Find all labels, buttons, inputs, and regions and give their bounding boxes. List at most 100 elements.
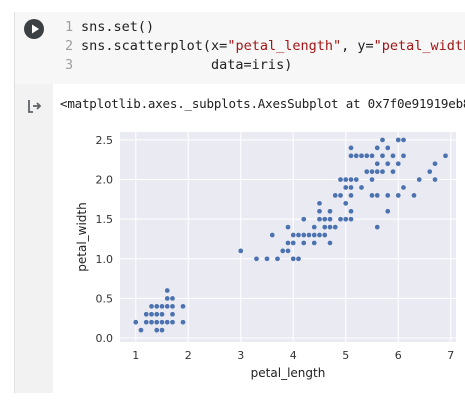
scatter-point <box>316 216 323 222</box>
scatter-point <box>374 224 381 230</box>
scatter-point <box>379 137 386 143</box>
code-string: "petal_width" <box>373 38 465 54</box>
scatter-point <box>353 176 360 183</box>
scatter-point <box>327 208 333 215</box>
scatter-point <box>379 152 386 159</box>
x-tick-label: 3 <box>237 349 244 362</box>
code-line[interactable]: 1 sns.set() <box>65 18 465 37</box>
notebook-cell: 1 sns.set() 2 sns.scatterplot(x="petal_leng… <box>14 12 465 393</box>
scatter-point <box>321 232 328 238</box>
scatter-point <box>348 152 354 159</box>
scatter-point <box>316 208 323 215</box>
scatter-point <box>342 184 349 191</box>
scatter-point <box>337 216 344 222</box>
scatter-point <box>316 200 323 207</box>
scatter-point <box>374 160 381 167</box>
x-tick-label: 5 <box>342 349 349 362</box>
scatter-point <box>348 184 354 191</box>
axes-background <box>120 132 456 342</box>
scatter-point <box>237 248 244 254</box>
run-cell-button[interactable] <box>24 19 44 39</box>
code-line[interactable]: 3 data=iris) <box>65 56 465 75</box>
scatter-point <box>132 319 139 325</box>
output-arrow-icon[interactable] <box>26 97 44 115</box>
scatter-point <box>169 311 176 318</box>
scatter-point <box>164 303 171 310</box>
scatter-point <box>327 224 333 230</box>
x-tick-label: 4 <box>290 349 297 362</box>
scatter-point <box>164 287 171 294</box>
code-token: sns.scatterplot(x= <box>81 38 228 54</box>
scatter-point <box>143 311 150 318</box>
scatter-point <box>342 216 349 222</box>
scatter-point <box>159 319 165 325</box>
line-number: 3 <box>65 57 74 73</box>
scatter-point <box>279 248 286 254</box>
scatter-point <box>363 168 370 175</box>
scatter-point <box>153 327 160 333</box>
cell-output: <matplotlib.axes._subplots.AxesSubplot a… <box>15 92 465 393</box>
scatter-point <box>264 255 270 262</box>
scatter-point <box>374 192 381 199</box>
scatter-point <box>327 240 333 246</box>
scatter-point <box>348 192 354 199</box>
y-tick-label: 2.5 <box>96 134 114 147</box>
scatter-point <box>379 168 386 175</box>
scatter-point <box>321 216 328 222</box>
output-text: <matplotlib.axes._subplots.AxesSubplot a… <box>60 96 465 111</box>
x-tick-label: 6 <box>395 349 402 362</box>
code-editor[interactable]: 1 sns.set() 2 sns.scatterplot(x="petal_leng… <box>15 12 465 84</box>
code-string: "petal_length" <box>227 38 342 54</box>
scatter-point <box>432 176 438 183</box>
scatter-point <box>374 145 381 151</box>
x-tick-label: 2 <box>185 349 192 362</box>
scatter-point <box>148 319 155 325</box>
scatter-point <box>285 240 291 246</box>
scatter-point <box>300 216 307 222</box>
x-tick-label: 7 <box>447 349 454 362</box>
scatter-point <box>300 232 307 238</box>
scatter-point <box>400 184 407 191</box>
scatter-point <box>369 192 375 199</box>
code-token: sns.set() <box>81 19 155 35</box>
scatter-point <box>426 168 433 175</box>
scatter-point <box>159 303 165 310</box>
code-token: data=iris) <box>81 57 293 73</box>
scatter-point <box>169 303 176 310</box>
scatter-point <box>442 152 449 159</box>
scatter-point <box>153 319 160 325</box>
scatter-point <box>153 303 160 310</box>
scatter-point <box>353 152 360 159</box>
scatter-point <box>148 303 155 310</box>
scatter-point <box>332 192 339 199</box>
scatter-point <box>400 137 407 143</box>
scatter-point <box>311 240 318 246</box>
scatter-point <box>164 295 171 302</box>
scatter-point <box>159 311 165 318</box>
code-lines[interactable]: 1 sns.set() 2 sns.scatterplot(x="petal_leng… <box>65 18 465 75</box>
code-line[interactable]: 2 sns.scatterplot(x="petal_length", y="pe… <box>65 37 465 56</box>
scatter-point <box>164 319 171 325</box>
scatter-point <box>416 176 423 183</box>
scatter-point <box>395 192 402 199</box>
scatter-point <box>311 224 318 230</box>
scatter-point <box>316 232 323 238</box>
scatter-point <box>327 216 333 222</box>
scatter-point <box>358 152 365 159</box>
scatter-point <box>180 303 186 310</box>
scatter-plot: 1 2 3 4 5 6 7 0.0 0.5 1.0 1.5 2.0 2.5 petal_length pet… <box>75 132 456 380</box>
scatter-point <box>390 168 396 175</box>
scatter-point <box>432 160 438 167</box>
scatter-point <box>363 152 370 159</box>
scatter-point <box>369 168 375 175</box>
scatter-point <box>290 232 297 238</box>
scatter-point <box>321 224 328 230</box>
scatter-point <box>369 176 375 183</box>
scatter-point <box>306 232 312 238</box>
scatter-point <box>285 248 291 254</box>
scatter-point <box>337 192 344 199</box>
scatter-point <box>143 319 150 325</box>
scatter-point <box>348 176 354 183</box>
y-tick-label: 1.5 <box>96 213 114 226</box>
scatter-point <box>169 295 176 302</box>
